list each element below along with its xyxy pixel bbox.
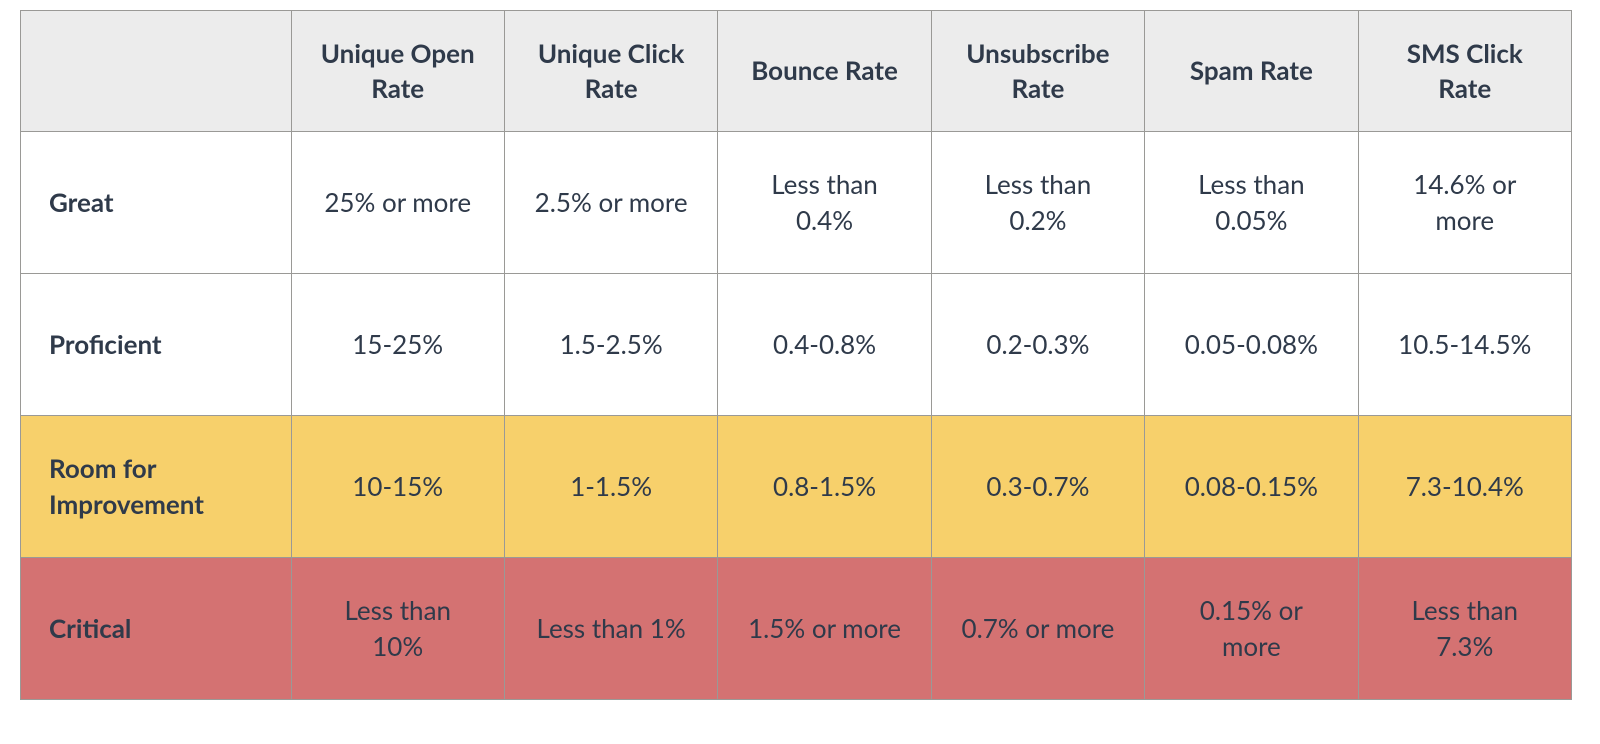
cell: 1.5-2.5% xyxy=(504,274,717,416)
table-container: Unique Open Rate Unique Click Rate Bounc… xyxy=(0,0,1600,710)
cell: Less than 10% xyxy=(291,558,504,700)
cell: Less than 0.4% xyxy=(718,132,931,274)
cell: 0.4-0.8% xyxy=(718,274,931,416)
table-header-unsubscribe-rate: Unsubscribe Rate xyxy=(931,11,1144,132)
cell: Less than 0.2% xyxy=(931,132,1144,274)
cell: 1-1.5% xyxy=(504,416,717,558)
table-header-blank xyxy=(21,11,292,132)
cell: Less than 7.3% xyxy=(1358,558,1571,700)
cell: 0.08-0.15% xyxy=(1145,416,1358,558)
cell: 15-25% xyxy=(291,274,504,416)
table-row: Room for Improvement 10-15% 1-1.5% 0.8-1… xyxy=(21,416,1572,558)
row-label-great: Great xyxy=(21,132,292,274)
table-header-bounce-rate: Bounce Rate xyxy=(718,11,931,132)
benchmark-table: Unique Open Rate Unique Click Rate Bounc… xyxy=(20,10,1572,700)
cell: 1.5% or more xyxy=(718,558,931,700)
cell: 0.3-0.7% xyxy=(931,416,1144,558)
cell: 0.15% or more xyxy=(1145,558,1358,700)
cell: Less than 0.05% xyxy=(1145,132,1358,274)
cell: 0.2-0.3% xyxy=(931,274,1144,416)
cell: 14.6% or more xyxy=(1358,132,1571,274)
cell: 25% or more xyxy=(291,132,504,274)
table-header-unique-open-rate: Unique Open Rate xyxy=(291,11,504,132)
table-header-sms-click-rate: SMS Click Rate xyxy=(1358,11,1571,132)
row-label-room-for-improvement: Room for Improvement xyxy=(21,416,292,558)
cell: Less than 1% xyxy=(504,558,717,700)
cell: 0.7% or more xyxy=(931,558,1144,700)
cell: 0.05-0.08% xyxy=(1145,274,1358,416)
table-header-row: Unique Open Rate Unique Click Rate Bounc… xyxy=(21,11,1572,132)
table-row: Critical Less than 10% Less than 1% 1.5%… xyxy=(21,558,1572,700)
row-label-critical: Critical xyxy=(21,558,292,700)
cell: 10.5-14.5% xyxy=(1358,274,1571,416)
table-row: Great 25% or more 2.5% or more Less than… xyxy=(21,132,1572,274)
row-label-proficient: Proficient xyxy=(21,274,292,416)
cell: 7.3-10.4% xyxy=(1358,416,1571,558)
table-header-unique-click-rate: Unique Click Rate xyxy=(504,11,717,132)
cell: 0.8-1.5% xyxy=(718,416,931,558)
cell: 10-15% xyxy=(291,416,504,558)
table-row: Proficient 15-25% 1.5-2.5% 0.4-0.8% 0.2-… xyxy=(21,274,1572,416)
table-header-spam-rate: Spam Rate xyxy=(1145,11,1358,132)
cell: 2.5% or more xyxy=(504,132,717,274)
